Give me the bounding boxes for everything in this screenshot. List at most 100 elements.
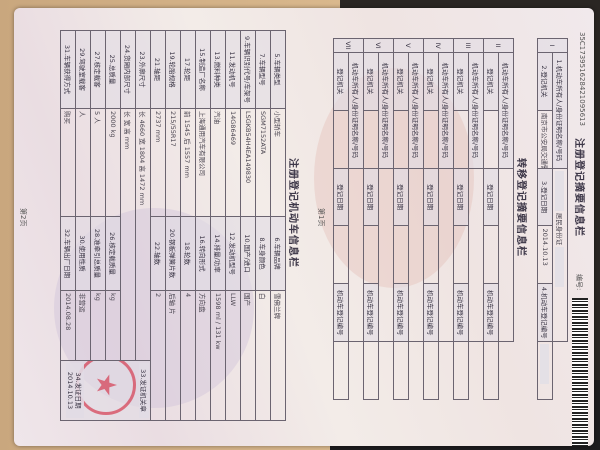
- authority-label: 登记机关: [423, 52, 439, 111]
- authority-value: [393, 110, 409, 169]
- row-index: I: [537, 38, 568, 53]
- field-label: 15.制造厂名称: [195, 30, 211, 109]
- authority-label: 2.登记机关: [537, 52, 553, 111]
- field-label: 12.发动机型号: [225, 216, 241, 291]
- owner-value: [348, 168, 364, 342]
- transfer-title: 转移登记摘要信息栏: [515, 158, 526, 257]
- plate-value: [483, 341, 499, 400]
- field-label: 13.燃料种类: [210, 30, 226, 109]
- field-value: 长 4660 宽 1804 高 1472 mm: [135, 108, 151, 361]
- field-value: kg: [105, 290, 121, 361]
- authority-value: [453, 110, 469, 169]
- field-value: 前 1545 后 1557 mm: [180, 108, 196, 217]
- field-value: 2000 kg: [105, 108, 121, 217]
- field-label: 17.轮距: [180, 30, 196, 109]
- date-label: 登记日期: [333, 168, 349, 226]
- info-row: 13.燃料种类 汽油 14.排量/功率 1598 ml / 131 kw: [210, 30, 226, 421]
- field-value: SGM7152ATA: [255, 108, 271, 217]
- field-value: 雪佛兰牌: [270, 290, 286, 421]
- field-value: 14G86469: [225, 108, 241, 217]
- plate-value: [423, 341, 439, 400]
- field-value: LSGKB54H4EA149830: [240, 108, 256, 217]
- row-index: VII: [333, 38, 364, 53]
- field-value: 后轴 片: [165, 290, 181, 421]
- plate-label: 机动车登记编号: [453, 283, 469, 342]
- owner-value: [438, 168, 454, 342]
- field-value: 215/55R17: [165, 108, 181, 217]
- info-row: 21.轴距 2737 mm 22.轴数 2: [150, 30, 166, 421]
- owner-label: 机动车所有人/身份证明名称/号码: [348, 52, 364, 169]
- field-label: 11.发动机号: [225, 30, 241, 109]
- plate-label: 4.机动车登记编号: [537, 283, 553, 342]
- transfer-row: II 机动车所有人/身份证明名称/号码: [483, 38, 514, 400]
- authority-label: 登记机关: [363, 52, 379, 111]
- row-index: V: [393, 38, 424, 53]
- number-label: 编号:: [575, 274, 583, 291]
- transfer-row: V 机动车所有人/身份证明名称/号码: [393, 38, 424, 400]
- plate-value: [363, 341, 379, 400]
- date-value: [363, 225, 379, 284]
- field-label: 28.准牵引总质量: [90, 216, 106, 291]
- field-label: 18.轮数: [180, 216, 196, 291]
- page2-title: 注册登记机动车信息栏: [287, 158, 298, 268]
- issue-date: 2014.10.13: [66, 363, 74, 418]
- star-icon: [95, 374, 117, 396]
- issuing-authority-cell: 33.发证机关章 34.发证日期 2014.10.13: [60, 360, 151, 421]
- transfer-row: III 机动车所有人/身份证明名称/号码: [453, 38, 484, 400]
- field-label: 27.核定载客: [90, 30, 106, 109]
- authority-value: [423, 110, 439, 169]
- info-row: 11.发动机号 14G86469 12.发动机型号 LLW: [225, 30, 241, 421]
- date-label: 登记日期: [423, 168, 439, 226]
- field-value: 上海通用汽车有限公司: [195, 108, 211, 217]
- field-label: 9.车辆识别代号/车架号: [240, 30, 256, 109]
- barcode: [572, 298, 588, 446]
- info-row: 15.制造厂名称 上海通用汽车有限公司 16.转向形式 方向盘: [195, 30, 211, 421]
- authority-label: 登记机关: [483, 52, 499, 111]
- transfer-row: 登记机关 登记日期 机动车登记编号: [333, 39, 349, 400]
- field-label: 7.车辆型号: [255, 30, 271, 109]
- owner-label: 机动车所有人/身份证明名称/号码: [468, 52, 484, 169]
- date-label: 3.登记日期: [537, 168, 553, 226]
- date-label: 登记日期: [363, 168, 379, 226]
- date-value: [453, 225, 469, 284]
- authority-value: [363, 110, 379, 169]
- plate-label: 机动车登记编号: [483, 283, 499, 342]
- info-row: 19.轮胎规格 215/55R17 20.钢板弹簧片数 后轴 片: [165, 30, 181, 421]
- field-value: 非营运: [75, 290, 91, 361]
- field-value: 白: [255, 290, 271, 421]
- authority-label: 登记机关: [453, 52, 469, 111]
- date-label: 登记日期: [393, 168, 409, 226]
- authority-value: [483, 110, 499, 169]
- field-label: 5.车辆类型: [270, 30, 286, 109]
- transfer-row: 登记机关登记日期机动车登记编号: [423, 39, 439, 400]
- plate-label: 机动车登记编号: [423, 283, 439, 342]
- vehicle-registration-certificate: 35C173951628421095613 注册登记摘要信息栏 编号: I 1.机…: [14, 8, 594, 446]
- plate-value: [453, 341, 469, 400]
- info-row: 5.车辆类型 小型轿车 6.车辆品牌 雪佛兰牌: [270, 30, 286, 421]
- field-label: 31.车辆获得方式: [60, 30, 76, 109]
- row-index: VI: [363, 38, 394, 53]
- info-row: 23.外廓尺寸长 4660 宽 1804 高 1472 mm 33.发证机关章 34…: [60, 30, 151, 421]
- stamp-label: 33.发证机关章: [139, 363, 149, 418]
- transfer-row: 登记机关 登记日期 机动车登记编号: [393, 39, 409, 400]
- authority-label: 登记机关: [393, 52, 409, 111]
- owner-label: 机动车所有人/身份证明名称/号码: [498, 52, 514, 169]
- table-row: 2.登记机关 南京市公安局交通警察支队 3.登记日期 2014.10.13 4.机动车登…: [537, 39, 553, 400]
- owner-label: 机动车所有人/身份证明名称/号码: [438, 52, 454, 169]
- page-number: 第1页: [317, 208, 325, 227]
- owner-value: [378, 168, 394, 342]
- authority-value: 南京市公安局交通警察支队: [537, 110, 553, 169]
- field-value: 2: [150, 290, 166, 421]
- plate-label: 机动车登记编号: [333, 283, 349, 342]
- field-label: 25.总质量: [105, 30, 121, 109]
- field-value: 2014.08.28: [60, 290, 76, 361]
- field-value: LLW: [225, 290, 241, 421]
- field-label: 19.轮胎规格: [165, 30, 181, 109]
- vehicle-info-table: 5.车辆类型 小型轿车 6.车辆品牌 雪佛兰牌 7.车辆型号 SGM7152ATA 8.车身…: [60, 30, 286, 421]
- field-label: 26.核定载质量: [105, 216, 121, 291]
- field-label: 10.国产/进口: [240, 216, 256, 291]
- date-value: [483, 225, 499, 284]
- field-label: 21.轴距: [150, 30, 166, 109]
- owner-label: 机动车所有人/身份证明名称/号码: [408, 52, 424, 169]
